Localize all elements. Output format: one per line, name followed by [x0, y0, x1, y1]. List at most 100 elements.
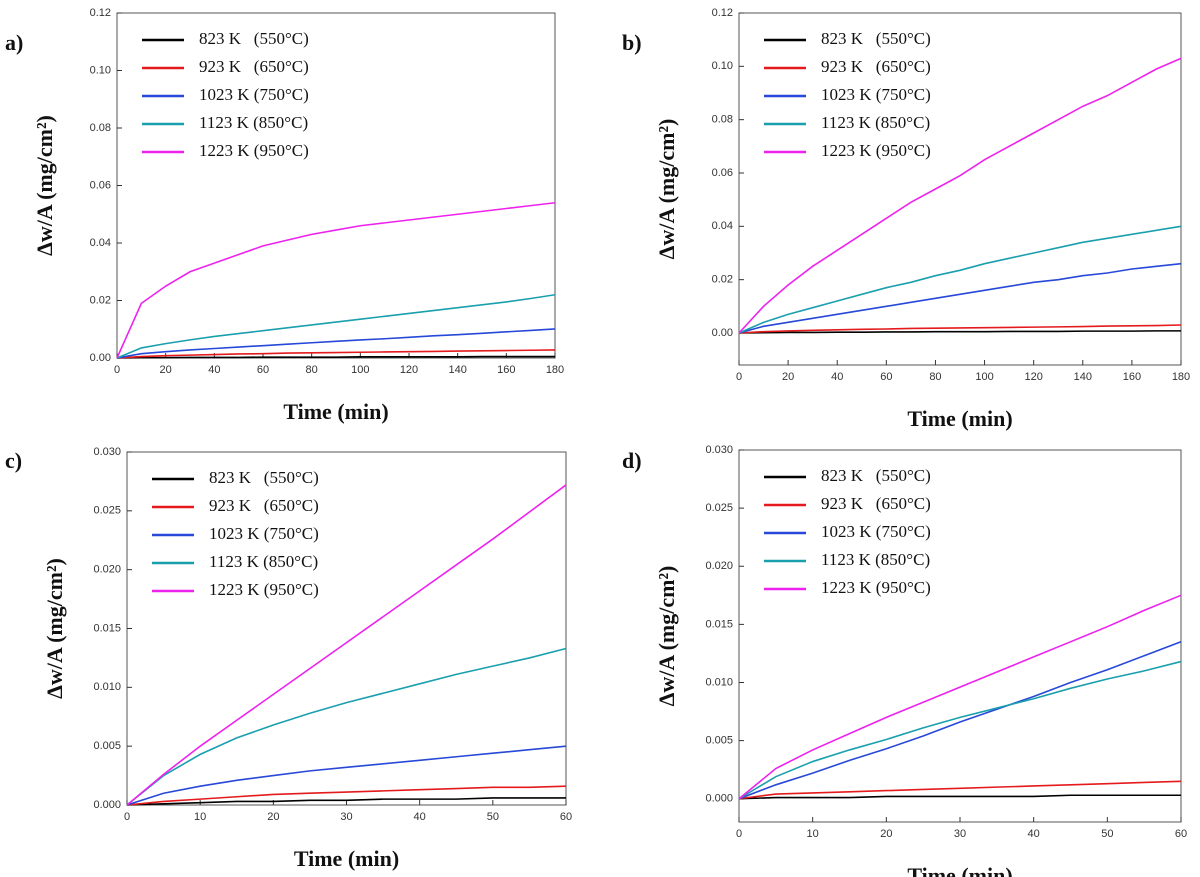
- x-tick-label: 10: [807, 828, 819, 840]
- x-tick-label: 20: [880, 828, 892, 840]
- y-tick-label: 0.08: [90, 122, 111, 134]
- x-tick-label: 10: [194, 811, 206, 823]
- series-line: [126, 484, 567, 806]
- y-tick-label: 0.00: [90, 352, 111, 364]
- y-tick-label: 0.025: [705, 502, 733, 514]
- y-tick-label: 0.020: [705, 560, 733, 572]
- legend-label: 1123 K (850°C): [821, 113, 930, 132]
- y-tick-label: 0.04: [90, 237, 111, 249]
- y-tick-label: 0.12: [90, 7, 111, 19]
- series-line: [738, 794, 1181, 800]
- x-tick-label: 20: [267, 811, 279, 823]
- x-tick-label: 40: [831, 371, 843, 383]
- x-tick-label: 100: [351, 364, 369, 376]
- legend-label: 1023 K (750°C): [199, 85, 309, 104]
- legend-label: 823 K (550°C): [199, 29, 309, 48]
- x-tick-label: 140: [448, 364, 466, 376]
- legend-label: 1023 K (750°C): [821, 522, 931, 541]
- legend-label: 1123 K (850°C): [209, 552, 318, 571]
- x-tick-label: 60: [880, 371, 892, 383]
- y-tick-label: 0.10: [712, 60, 733, 72]
- panel-label: c): [5, 448, 22, 473]
- x-tick-label: 160: [1123, 371, 1141, 383]
- y-tick-label: 0.06: [90, 179, 111, 191]
- x-tick-label: 0: [736, 371, 742, 383]
- x-tick-label: 30: [340, 811, 352, 823]
- series-line: [126, 647, 567, 806]
- x-tick-label: 0: [114, 364, 120, 376]
- x-tick-label: 100: [975, 371, 993, 383]
- y-tick-label: 0.010: [93, 681, 121, 693]
- x-axis-title: Time (min): [294, 846, 399, 871]
- legend-label: 1023 K (750°C): [209, 524, 319, 543]
- legend-label: 1123 K (850°C): [821, 550, 930, 569]
- x-tick-label: 60: [1175, 828, 1187, 840]
- y-tick-label: 0.000: [705, 793, 733, 805]
- legend-label: 923 K (650°C): [199, 57, 309, 76]
- y-tick-label: 0.000: [93, 799, 121, 811]
- x-tick-label: 60: [560, 811, 572, 823]
- y-tick-label: 0.08: [712, 114, 733, 126]
- series-line: [126, 745, 567, 806]
- series-line: [126, 785, 567, 806]
- legend-label: 923 K (650°C): [209, 496, 319, 515]
- x-axis-title: Time (min): [907, 406, 1012, 431]
- x-tick-label: 0: [124, 811, 130, 823]
- y-tick-label: 0.030: [705, 444, 733, 456]
- y-axis-title: Δw/A (mg/cm²): [42, 558, 67, 699]
- series-line: [738, 57, 1182, 334]
- y-tick-label: 0.00: [712, 327, 733, 339]
- legend-label: 1023 K (750°C): [821, 85, 931, 104]
- legend-label: 923 K (650°C): [821, 494, 931, 513]
- x-tick-label: 80: [306, 364, 318, 376]
- y-tick-label: 0.04: [712, 220, 733, 232]
- series-line: [738, 780, 1182, 800]
- x-tick-label: 50: [1101, 828, 1113, 840]
- y-tick-label: 0.030: [93, 446, 121, 458]
- series-line: [738, 225, 1182, 334]
- x-tick-label: 180: [1172, 371, 1190, 383]
- x-tick-label: 20: [782, 371, 794, 383]
- y-tick-label: 0.015: [705, 618, 733, 630]
- series-line: [116, 349, 556, 359]
- x-tick-label: 30: [954, 828, 966, 840]
- series-line: [116, 355, 555, 359]
- series-line: [738, 641, 1182, 800]
- x-axis-title: Time (min): [907, 863, 1012, 877]
- series-line: [116, 328, 556, 359]
- y-tick-label: 0.010: [705, 676, 733, 688]
- x-tick-label: 0: [736, 828, 742, 840]
- y-tick-label: 0.06: [712, 167, 733, 179]
- y-tick-label: 0.025: [93, 505, 121, 517]
- x-tick-label: 120: [1024, 371, 1042, 383]
- legend-label: 923 K (650°C): [821, 57, 931, 76]
- plot-frame: [116, 12, 556, 359]
- y-tick-label: 0.12: [712, 7, 733, 19]
- x-tick-label: 20: [160, 364, 172, 376]
- y-tick-label: 0.02: [712, 274, 733, 286]
- y-tick-label: 0.020: [93, 564, 121, 576]
- x-tick-label: 160: [497, 364, 515, 376]
- y-tick-label: 0.02: [90, 294, 111, 306]
- legend-label: 823 K (550°C): [821, 29, 931, 48]
- x-tick-label: 40: [414, 811, 426, 823]
- panel-label: b): [622, 30, 642, 55]
- legend-label: 1223 K (950°C): [209, 580, 319, 599]
- x-tick-label: 50: [487, 811, 499, 823]
- legend-label: 1223 K (950°C): [821, 141, 931, 160]
- legend-label: 1223 K (950°C): [199, 141, 309, 160]
- series-line: [738, 660, 1182, 800]
- y-axis-title: Δw/A (mg/cm²): [32, 115, 57, 256]
- x-tick-label: 120: [400, 364, 418, 376]
- panel-label: a): [5, 30, 23, 55]
- y-tick-label: 0.005: [705, 735, 733, 747]
- x-axis-title: Time (min): [283, 399, 388, 424]
- series-line: [738, 262, 1182, 334]
- x-tick-label: 60: [257, 364, 269, 376]
- legend-label: 1223 K (950°C): [821, 578, 931, 597]
- series-line: [738, 324, 1182, 334]
- series-line: [738, 594, 1182, 800]
- x-tick-label: 180: [546, 364, 564, 376]
- series-line: [126, 797, 566, 806]
